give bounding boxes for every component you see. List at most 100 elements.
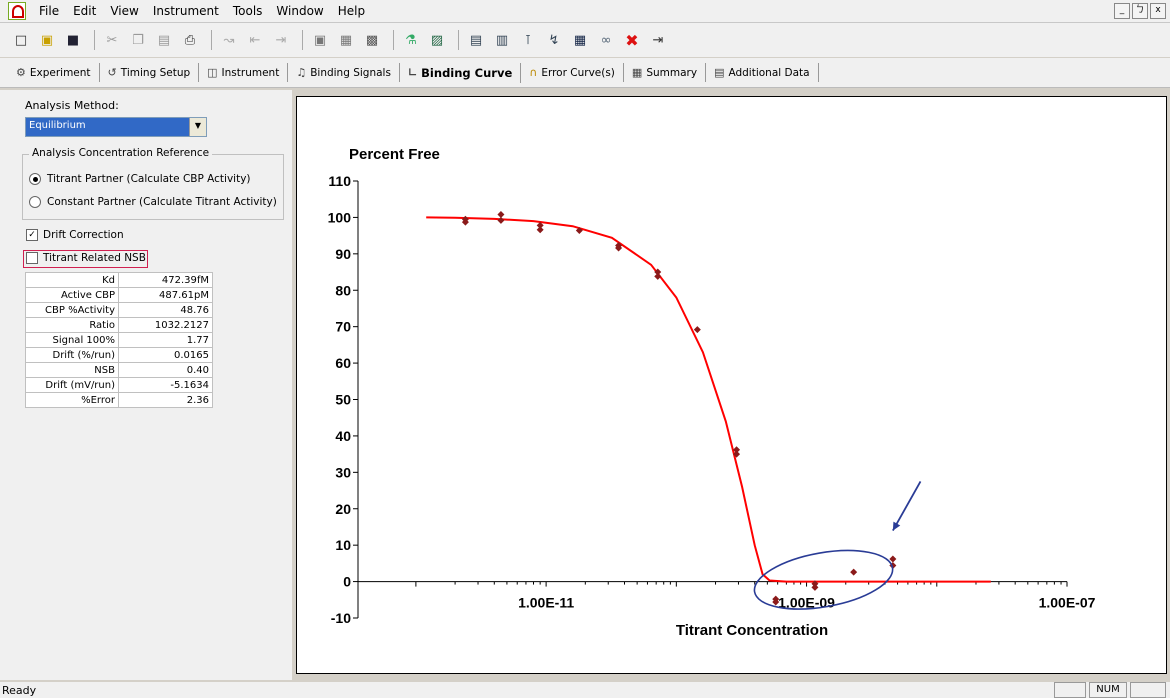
zoom-icon[interactable]: ↝ <box>223 32 235 48</box>
chevron-down-icon[interactable]: ▼ <box>189 118 206 136</box>
menu-view[interactable]: View <box>110 4 139 18</box>
param-value: 0.0165 <box>118 347 213 363</box>
funnel-icon[interactable]: ⊺ <box>524 32 532 48</box>
status-text: Ready <box>2 684 37 697</box>
tab-label: Binding Signals <box>310 66 391 79</box>
align-right-icon[interactable]: ⇥ <box>275 32 287 48</box>
status-pane <box>1054 682 1086 698</box>
column-icon[interactable]: ▥ <box>495 32 509 48</box>
menu-tools[interactable]: Tools <box>232 4 263 18</box>
reagent-icon[interactable]: ↯ <box>548 32 560 48</box>
binoculars-icon[interactable]: ∞ <box>600 32 612 48</box>
flask-icon[interactable]: ⚗ <box>405 32 417 48</box>
y-tick-label: 60 <box>335 355 351 371</box>
tab-binding-curve[interactable]: ∟ Binding Curve <box>400 62 522 83</box>
data-point <box>461 218 469 226</box>
status-bar: Ready NUM <box>0 682 1170 698</box>
data-point <box>615 244 623 252</box>
restore-button[interactable]: ㄅ <box>1132 3 1148 19</box>
y-tick-label: 20 <box>335 501 351 517</box>
binding-curve-chart[interactable]: Percent Free Titrant Concentration -10 0 1… <box>296 96 1167 674</box>
chart-pan-icon[interactable]: ▦ <box>339 32 353 48</box>
align-left-icon[interactable]: ⇤ <box>249 32 261 48</box>
group-title: Analysis Concentration Reference <box>29 147 213 159</box>
cut-icon[interactable]: ✂ <box>106 32 118 48</box>
minimize-button[interactable]: _ <box>1114 3 1130 19</box>
chart-fit-icon[interactable]: ▩ <box>365 32 379 48</box>
exit-icon[interactable]: ⇥ <box>652 32 664 48</box>
copy-icon[interactable]: ❐ <box>132 32 144 48</box>
tab-experiment[interactable]: ⚙ Experiment <box>8 63 100 82</box>
tab-instrument[interactable]: ◫ Instrument <box>199 63 289 82</box>
param-value: -5.1634 <box>118 377 213 393</box>
tab-timing-setup[interactable]: ↺ Timing Setup <box>100 63 200 82</box>
tab-additional-data[interactable]: ▤ Additional Data <box>706 63 819 82</box>
open-folder-icon[interactable]: ▣ <box>40 32 54 48</box>
concentration-reference-group: Analysis Concentration Reference <box>22 147 284 220</box>
tab-label: Error Curve(s) <box>541 66 615 79</box>
menu-edit[interactable]: Edit <box>73 4 97 18</box>
param-value: 0.40 <box>118 362 213 378</box>
x-tick-label: 1.00E-09 <box>778 595 835 611</box>
save-icon[interactable]: ■ <box>66 32 80 48</box>
close-button[interactable]: x <box>1150 3 1166 19</box>
signal-graph-icon[interactable]: ▨ <box>430 32 444 48</box>
radio-titrant-partner[interactable]: Titrant Partner (Calculate CBP Activity) <box>29 173 251 185</box>
table-row: NSB 0.40 <box>25 362 213 378</box>
print-icon[interactable]: ⎙ <box>184 32 196 48</box>
checkbox-label: Drift Correction <box>43 229 124 241</box>
menu-file[interactable]: File <box>39 4 60 18</box>
tab-binding-signals[interactable]: ♫ Binding Signals <box>288 63 400 82</box>
tab-label: Additional Data <box>728 66 810 79</box>
analysis-method-label: Analysis Method: <box>25 99 119 112</box>
y-tick-label: 80 <box>335 282 351 298</box>
data-point <box>575 227 583 235</box>
y-tick-label: 50 <box>335 392 351 408</box>
tab-error-curves[interactable]: ∩ Error Curve(s) <box>521 63 624 82</box>
data-point <box>811 580 819 588</box>
table-row: Active CBP 487.61pM <box>25 287 213 303</box>
data-icon: ▤ <box>714 66 725 79</box>
menu-instrument[interactable]: Instrument <box>152 4 219 18</box>
x-axis-label: Titrant Concentration <box>676 622 828 639</box>
chart-axes: -10 0 10 20 30 40 50 60 70 80 90 100 110 1.00E-11 1.00… <box>328 173 1096 626</box>
checkbox-empty-icon <box>26 252 38 264</box>
toolbar-separator <box>458 30 459 50</box>
error-curve-icon: ∩ <box>529 66 538 79</box>
param-value: 2.36 <box>118 392 213 408</box>
param-value: 487.61pM <box>118 287 213 303</box>
titrant-nsb-checkbox[interactable]: Titrant Related NSB <box>26 252 146 264</box>
grid-icon[interactable]: ▦ <box>573 32 587 48</box>
radio-constant-partner[interactable]: Constant Partner (Calculate Titrant Acti… <box>29 196 277 208</box>
param-name: Ratio <box>25 317 119 333</box>
menu-window[interactable]: Window <box>276 4 324 18</box>
y-tick-label: 110 <box>328 173 351 189</box>
chart-svg: Percent Free Titrant Concentration -10 0 1… <box>328 146 1096 639</box>
data-point <box>536 221 544 229</box>
table-icon[interactable]: ▤ <box>469 32 483 48</box>
data-point <box>733 446 741 454</box>
curve-icon: ∟ <box>407 66 418 79</box>
toolbar-separator <box>211 30 212 50</box>
analysis-method-select[interactable]: Equilibrium ▼ <box>25 117 207 137</box>
app-icon[interactable] <box>8 2 26 20</box>
new-file-icon[interactable]: □ <box>14 32 28 48</box>
data-point <box>811 583 819 591</box>
y-tick-label: 30 <box>335 464 351 480</box>
data-point <box>850 568 858 576</box>
paste-icon[interactable]: ▤ <box>157 32 171 48</box>
menu-help[interactable]: Help <box>337 4 366 18</box>
checkmark-icon: ✓ <box>26 229 38 241</box>
y-tick-label: 100 <box>328 209 352 225</box>
chart-zoom-icon[interactable]: ▣ <box>313 32 327 48</box>
toolbar: □ ▣ ■ ✂ ❐ ▤ ⎙ ↝ ⇤ ⇥ ▣ ▦ ▩ ⚗ ▨ ▤ ▥ ⊺ ↯ ▦ … <box>0 23 1170 57</box>
param-value: 48.76 <box>118 302 213 318</box>
tab-summary[interactable]: ▦ Summary <box>624 63 707 82</box>
param-name: Drift (%/run) <box>25 347 119 363</box>
radio-selected-icon <box>29 173 41 185</box>
menu-bar: File Edit View Instrument Tools Window H… <box>0 0 1170 23</box>
drift-correction-checkbox[interactable]: ✓ Drift Correction <box>26 229 124 241</box>
window-controls: _ ㄅ x <box>1114 3 1166 19</box>
stop-icon[interactable]: ✖ <box>625 30 639 50</box>
param-value: 1032.2127 <box>118 317 213 333</box>
